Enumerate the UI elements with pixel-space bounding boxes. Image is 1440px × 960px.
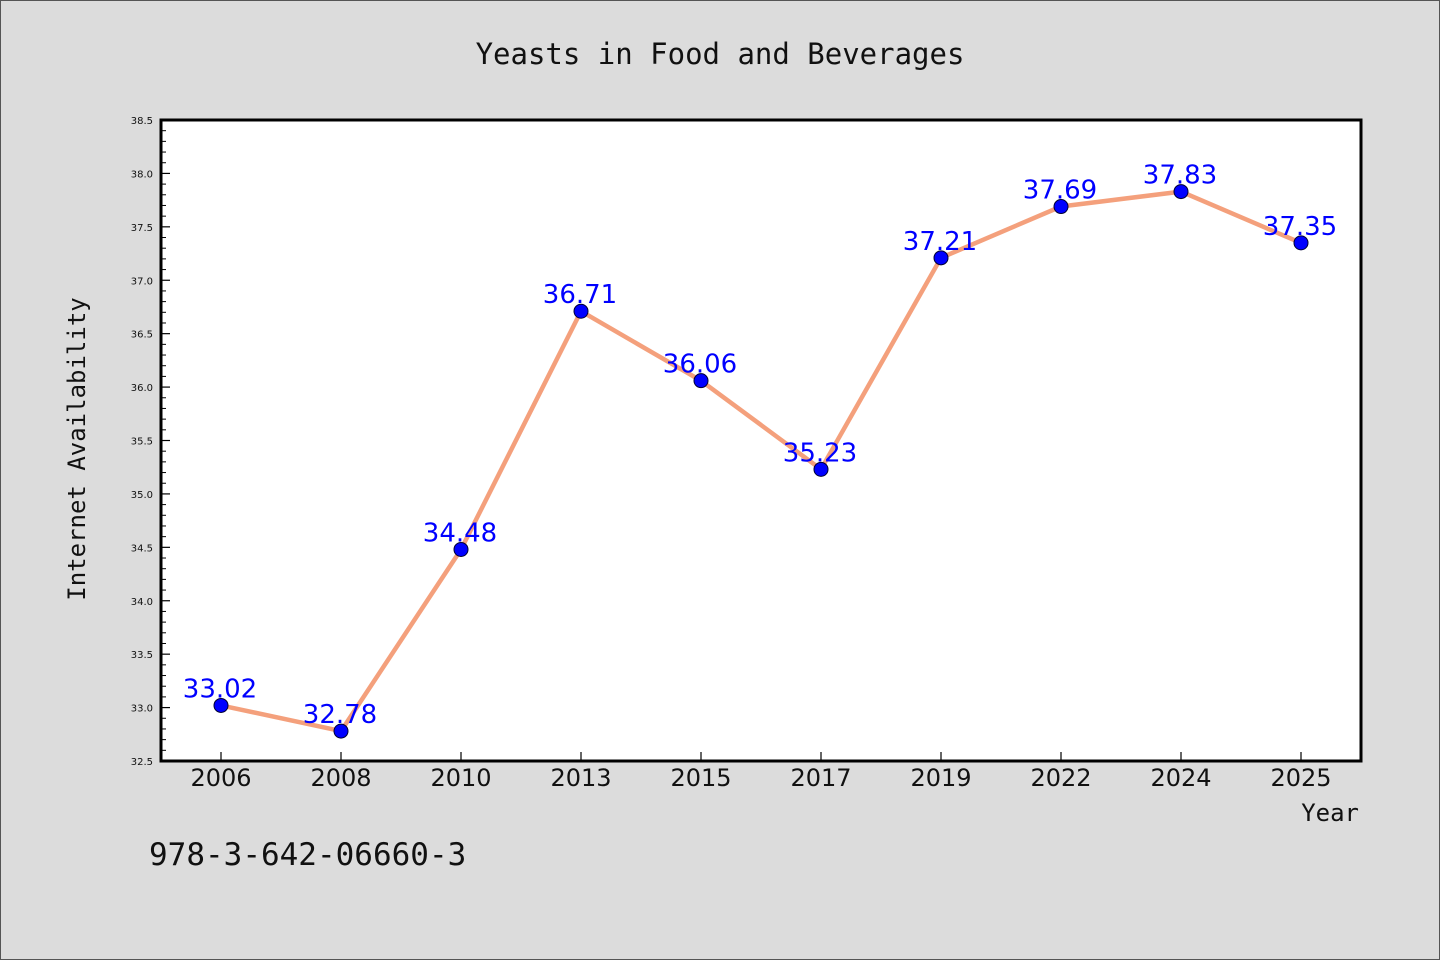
y-tick-label: 34.5 <box>131 543 153 554</box>
y-tick-label: 36.5 <box>131 330 153 341</box>
data-label: 36.71 <box>543 280 617 310</box>
y-axis-label: Internet Availability <box>63 297 91 600</box>
y-tick-label: 38.0 <box>131 169 153 180</box>
series-line-group <box>218 189 1304 734</box>
data-label: 32.78 <box>303 700 377 730</box>
y-tick-label: 36.0 <box>131 383 153 394</box>
x-tick-label: 2024 <box>1150 764 1211 792</box>
y-tick-label: 33.0 <box>131 704 153 715</box>
data-point-marker <box>1293 235 1309 251</box>
data-point-marker <box>813 461 829 477</box>
y-tick-label: 37.0 <box>131 276 153 287</box>
data-labels: 33.02 32.78 34.48 36.71 36.06 35.23 37.21 37.69… <box>183 161 1337 731</box>
x-axis: 2006 2008 2010 2013 2015 2017 2019 2022 2024 2025 <box>190 752 1332 792</box>
x-tick-label: 2019 <box>910 764 971 792</box>
data-label: 33.02 <box>183 674 257 704</box>
data-point-marker <box>573 303 589 319</box>
data-label: 37.69 <box>1023 176 1097 206</box>
data-label: 37.35 <box>1263 212 1337 242</box>
y-tick-label: 32.5 <box>131 757 153 768</box>
data-point-marker <box>1173 184 1189 200</box>
y-tick-label: 38.5 <box>131 116 153 127</box>
y-tick-label: 35.5 <box>131 437 153 448</box>
x-tick-label: 2022 <box>1030 764 1091 792</box>
data-point-marker <box>693 373 709 389</box>
data-markers <box>213 184 1309 739</box>
y-tick-label: 33.5 <box>131 650 153 661</box>
data-label: 36.06 <box>663 350 737 380</box>
x-tick-label: 2025 <box>1270 764 1331 792</box>
data-label: 37.83 <box>1143 161 1217 191</box>
y-tick-label: 35.0 <box>131 490 153 501</box>
y-tick-label: 34.0 <box>131 597 153 608</box>
plot-area <box>159 118 1363 763</box>
data-point-marker <box>933 250 949 266</box>
data-point-marker <box>213 697 229 713</box>
x-tick-label: 2006 <box>190 764 251 792</box>
y-tick-label: 37.5 <box>131 223 153 234</box>
x-axis-label: Year <box>1301 799 1359 827</box>
x-tick-label: 2008 <box>310 764 371 792</box>
x-tick-label: 2010 <box>430 764 491 792</box>
y-axis: 32.5 33.0 33.5 34.0 34.5 35.0 35.5 36.0 36.5 37.0… <box>131 116 170 768</box>
data-label: 35.23 <box>783 438 857 468</box>
series-line <box>218 189 1304 734</box>
data-point-marker <box>453 541 469 557</box>
x-tick-label: 2017 <box>790 764 851 792</box>
data-label: 37.21 <box>903 227 977 257</box>
x-tick-label: 2015 <box>670 764 731 792</box>
data-point-marker <box>333 723 349 739</box>
data-point-marker <box>1053 199 1069 215</box>
chart-title: Yeasts in Food and Beverages <box>476 37 965 71</box>
footer-code: 978-3-642-06660-3 <box>149 837 466 873</box>
data-label: 34.48 <box>423 518 497 548</box>
x-tick-label: 2013 <box>550 764 611 792</box>
